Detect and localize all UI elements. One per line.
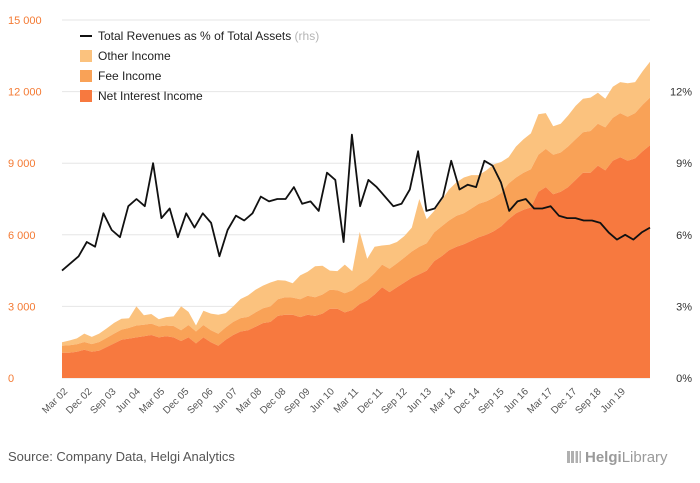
legend-note: (rhs): [291, 29, 319, 43]
brand-sub: Library: [621, 449, 668, 466]
left-axis-ticks: 0 3 000 6 000 9 000 12 000 15 000: [8, 15, 42, 385]
source-note: Source: Company Data, Helgi Analytics: [8, 449, 235, 464]
right-tick-label: 3%: [676, 301, 692, 313]
x-tick-label: Dec 14: [452, 386, 482, 416]
legend-label: Net Interest Income: [98, 89, 203, 103]
right-tick-label: 12%: [670, 87, 692, 99]
brand-logo: HelgiLibrary: [567, 449, 668, 466]
brand-main: Helgi: [585, 449, 622, 466]
legend-swatch: [80, 70, 92, 82]
x-tick-label: Mar 11: [332, 386, 362, 416]
left-tick-label: 15 000: [8, 15, 42, 27]
left-tick-label: 6 000: [8, 230, 36, 242]
right-tick-label: 6%: [676, 230, 692, 242]
legend-swatch: [80, 50, 92, 62]
fee-income-area: [62, 97, 650, 353]
x-tick-label: Dec 02: [64, 386, 94, 416]
x-tick-label: Jun 19: [599, 386, 628, 415]
x-tick-label: Dec 05: [161, 386, 191, 416]
x-tick-label: Sep 09: [282, 386, 312, 416]
right-tick-label: 0%: [676, 373, 692, 385]
area-layers: [62, 61, 650, 378]
x-tick-label: Sep 03: [88, 386, 118, 416]
library-icon: [567, 451, 581, 463]
x-tick-label: Sep 18: [573, 386, 603, 416]
chart: 0 3 000 6 000 9 000 12 000 15 000 0% 3% 6% 9% 12%…: [8, 15, 692, 417]
legend-swatch: [80, 90, 92, 102]
x-tick-label: Sep 12: [379, 386, 409, 416]
x-tick-label: Jun 10: [308, 386, 337, 415]
revenue-ratio-line-group: [61, 133, 651, 272]
right-axis-ticks: 0% 3% 6% 9% 12%: [670, 87, 692, 385]
x-tick-label: Dec 08: [258, 386, 288, 416]
legend-label: Other Income: [98, 49, 171, 63]
net-interest-income-area: [62, 145, 650, 378]
x-tick-label: Sep 06: [185, 386, 215, 416]
x-tick-label: Dec 17: [549, 386, 579, 416]
legend-label: Fee Income: [98, 69, 162, 83]
x-tick-label: Sep 15: [476, 386, 506, 416]
right-tick-label: 9%: [676, 158, 692, 170]
left-tick-label: 12 000: [8, 87, 42, 99]
revenue-ratio-line: [61, 133, 651, 272]
legend-label: Total Revenues as % of Total Assets (rhs…: [98, 29, 319, 43]
left-tick-label: 9 000: [8, 158, 36, 170]
left-tick-label: 3 000: [8, 301, 36, 313]
legend: Total Revenues as % of Total Assets (rhs…: [80, 29, 319, 103]
left-tick-label: 0: [8, 373, 14, 385]
